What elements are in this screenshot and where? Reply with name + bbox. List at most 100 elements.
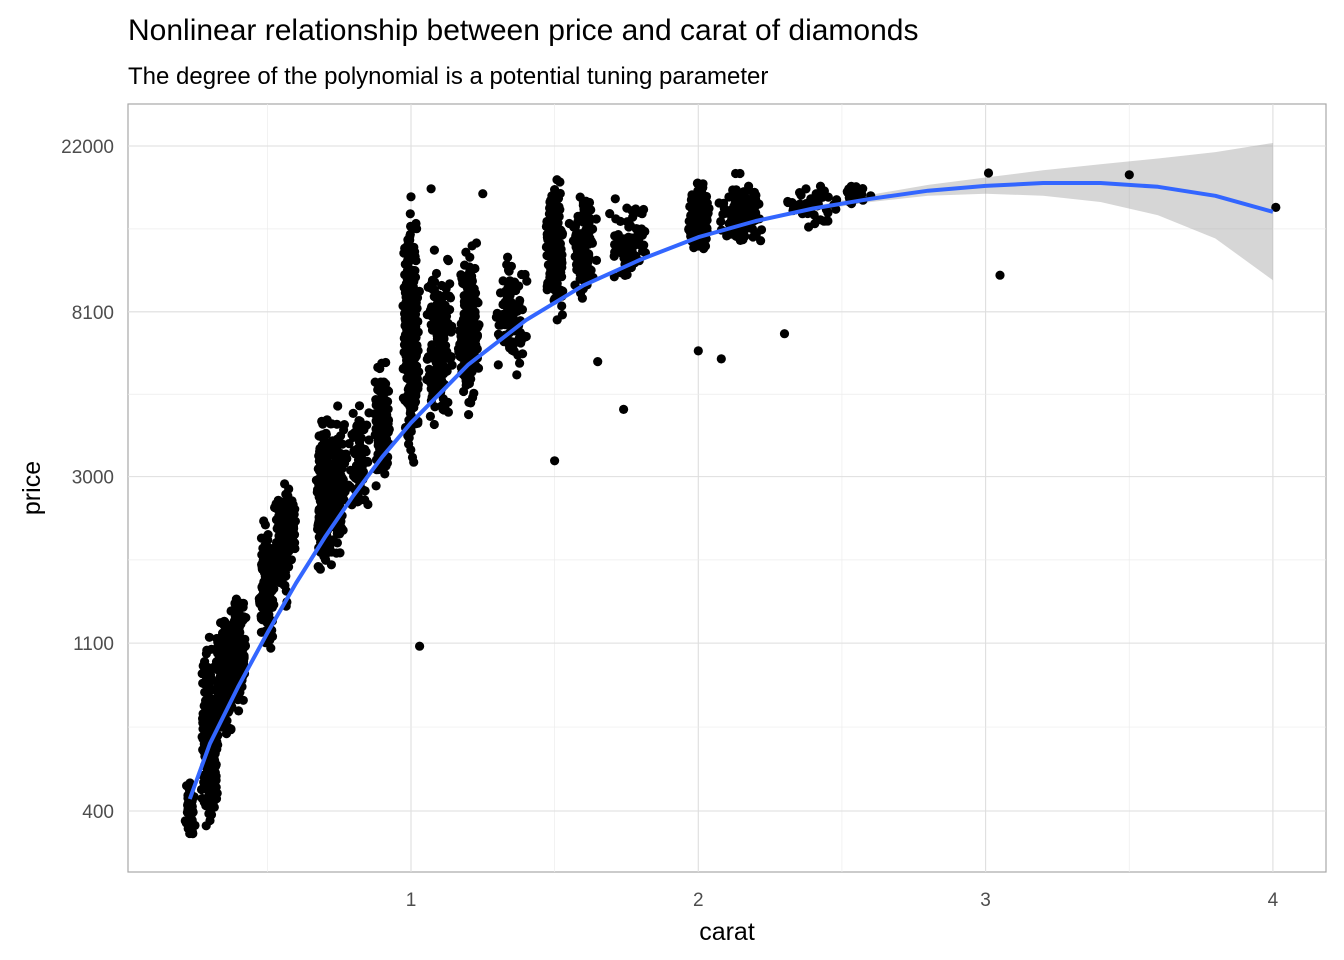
scatter-point bbox=[373, 385, 383, 395]
scatter-point bbox=[319, 434, 329, 444]
scatter-point bbox=[463, 287, 473, 297]
chart-title: Nonlinear relationship between price and… bbox=[128, 14, 918, 47]
scatter-point bbox=[544, 240, 554, 250]
scatter-point bbox=[405, 209, 415, 219]
scatter-point bbox=[205, 806, 215, 816]
scatter-point bbox=[406, 285, 416, 296]
grid-lines bbox=[128, 104, 1326, 872]
y-tick-label: 400 bbox=[82, 802, 114, 823]
scatter-point bbox=[234, 706, 244, 716]
scatter-point bbox=[437, 401, 447, 411]
scatter-point bbox=[412, 340, 422, 351]
scatter-point bbox=[551, 225, 561, 235]
scatter-point bbox=[427, 305, 437, 315]
scatter-point bbox=[256, 614, 266, 624]
scatter-point bbox=[505, 290, 515, 300]
scatter-point bbox=[184, 819, 194, 829]
scatter-point bbox=[402, 274, 412, 284]
scatter-point bbox=[424, 370, 434, 380]
scatter-point bbox=[473, 363, 484, 373]
scatter-point bbox=[364, 435, 374, 445]
scatter-point bbox=[377, 358, 387, 368]
scatter-point bbox=[503, 252, 513, 262]
scatter-point bbox=[547, 280, 557, 290]
scatter-point bbox=[580, 213, 590, 223]
scatter-point bbox=[591, 255, 602, 265]
scatter-point bbox=[406, 426, 416, 437]
scatter-point bbox=[405, 336, 415, 346]
scatter-point bbox=[336, 431, 346, 441]
scatter-point bbox=[281, 489, 291, 499]
scatter-point bbox=[515, 358, 525, 368]
scatter-point bbox=[716, 354, 726, 364]
scatter-point bbox=[493, 360, 503, 370]
scatter-point bbox=[437, 347, 447, 357]
x-tick-label: 2 bbox=[693, 890, 704, 911]
scatter-point bbox=[332, 442, 342, 452]
y-axis-title: price bbox=[18, 461, 46, 515]
scatter-point bbox=[332, 538, 342, 548]
scatter-point bbox=[380, 385, 390, 395]
scatter-point bbox=[263, 530, 273, 540]
scatter-point bbox=[415, 641, 425, 651]
scatter-point bbox=[354, 401, 365, 411]
scatter-point bbox=[462, 298, 472, 308]
scatter-point bbox=[610, 194, 620, 204]
scatter-point bbox=[438, 316, 448, 326]
scatter-point bbox=[411, 296, 421, 306]
scatter-point bbox=[456, 270, 466, 280]
scatter-point bbox=[692, 201, 702, 211]
scatter-point bbox=[404, 388, 414, 398]
scatter-point bbox=[783, 196, 793, 207]
scatter-point bbox=[557, 250, 567, 260]
scatter-point bbox=[779, 329, 790, 339]
scatter-point bbox=[729, 229, 739, 239]
scatter-point bbox=[439, 361, 449, 371]
scatter-point bbox=[445, 293, 456, 303]
scatter-point bbox=[446, 352, 456, 362]
scatter-point bbox=[259, 547, 269, 558]
scatter-point bbox=[693, 346, 703, 356]
scatter-point bbox=[266, 576, 276, 586]
scatter-point bbox=[319, 452, 329, 462]
scatter-point bbox=[409, 327, 419, 337]
scatter-point bbox=[271, 515, 282, 525]
scatter-point bbox=[473, 322, 483, 332]
scatter-point bbox=[407, 452, 418, 462]
scatter-point bbox=[740, 231, 750, 241]
scatter-point bbox=[202, 797, 212, 807]
scatter-point bbox=[546, 233, 556, 243]
scatter-point bbox=[346, 465, 356, 475]
scatter-point bbox=[734, 210, 744, 220]
scatter-point bbox=[353, 455, 364, 465]
x-tick-label: 1 bbox=[406, 890, 417, 911]
scatter-point bbox=[235, 665, 245, 675]
scatter-point bbox=[584, 197, 595, 208]
x-tick-label: 4 bbox=[1268, 890, 1279, 911]
scatter-point bbox=[620, 270, 630, 280]
scatter-point bbox=[315, 564, 325, 574]
scatter-point bbox=[501, 301, 511, 311]
scatter-point bbox=[731, 168, 741, 179]
scatter-point bbox=[205, 815, 215, 826]
scatter-points bbox=[180, 168, 1281, 839]
scatter-point bbox=[995, 270, 1005, 280]
scatter-point bbox=[795, 188, 805, 198]
scatter-point bbox=[201, 649, 211, 659]
scatter-point bbox=[447, 321, 457, 331]
scatter-point bbox=[983, 168, 994, 178]
y-tick-label: 1100 bbox=[73, 634, 114, 655]
x-axis-title: carat bbox=[699, 918, 755, 946]
scatter-point bbox=[226, 725, 236, 735]
scatter-point bbox=[231, 594, 241, 604]
scatter-point bbox=[208, 755, 218, 765]
scatter-point bbox=[258, 583, 268, 594]
scatter-point bbox=[410, 252, 420, 262]
scatter-point bbox=[233, 642, 243, 652]
y-tick-label: 3000 bbox=[72, 468, 114, 489]
scatter-point bbox=[575, 192, 585, 202]
scatter-point bbox=[498, 276, 508, 286]
scatter-point bbox=[470, 288, 481, 298]
scatter-point bbox=[344, 439, 354, 449]
fit-line-layer bbox=[187, 181, 1274, 800]
